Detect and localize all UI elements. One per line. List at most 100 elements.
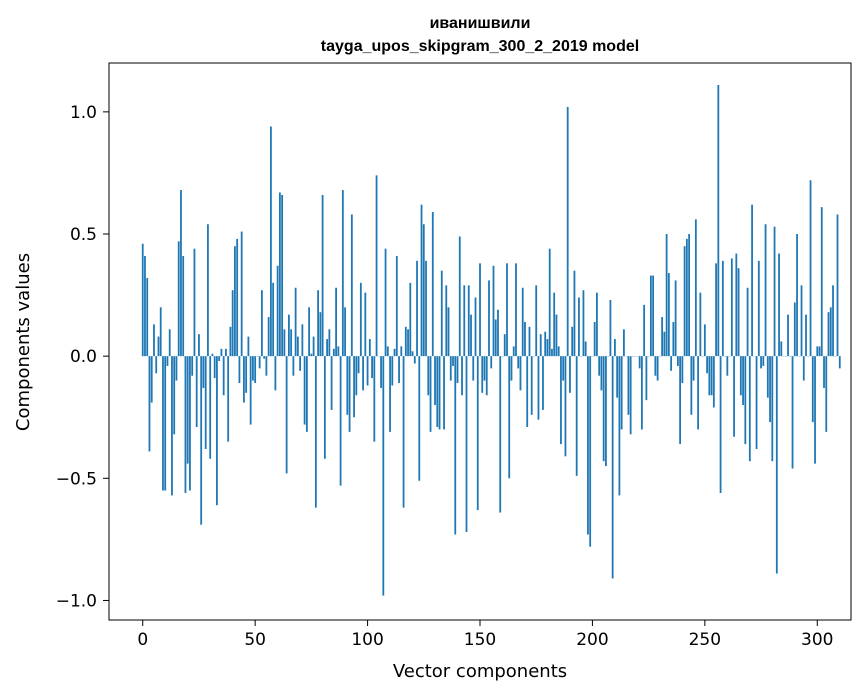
bar-188 [564,356,567,457]
bar-123 [418,356,421,481]
bar-142 [461,356,463,396]
bar-30 [209,356,212,459]
bar-68 [294,287,297,357]
bar-280 [771,356,774,462]
bar-59 [274,356,277,391]
bar-260 [726,356,729,376]
bar-48 [249,356,252,425]
bar-27 [202,356,205,388]
bar-84 [330,356,333,410]
x-axis-ticks: 0 50 100 150 200 250 300 [137,620,833,650]
bar-35 [220,348,223,357]
bar-206 [605,356,607,467]
bar-26 [200,356,203,525]
bar-177 [539,334,542,357]
bar-255 [715,263,717,357]
x-tick-label: 100 [351,630,383,650]
bar-240 [681,356,684,384]
bar-221 [638,356,641,369]
bar-49 [252,356,254,381]
bar-155 [490,356,493,369]
bar-3 [148,356,151,452]
bar-199 [589,356,592,547]
bar-306 [829,307,832,357]
bar-113 [395,255,398,357]
bar-175 [535,285,538,357]
bar-122 [416,260,418,357]
bar-72 [303,356,306,425]
bar-297 [809,180,812,357]
bar-110 [389,356,391,432]
y-tick-label: −0.5 [56,469,97,489]
bar-148 [474,297,477,357]
bar-82 [326,339,329,357]
bar-40 [231,290,234,357]
bar-120 [411,351,414,357]
bar-159 [499,356,502,513]
bar-289 [791,356,794,469]
bar-76 [312,336,315,357]
bar-291 [796,234,798,357]
bar-153 [485,356,488,396]
bar-244 [690,356,693,415]
bar-238 [676,356,679,366]
bar-192 [573,270,576,357]
bar-265 [737,268,740,357]
bar-295 [805,314,807,357]
bar-39 [229,326,232,357]
bar-13 [171,356,173,496]
bar-108 [384,248,387,357]
bar-279 [769,356,771,423]
bar-213 [620,356,623,430]
bar-304 [825,356,828,432]
bar-223 [643,304,646,357]
bar-136 [447,307,450,357]
bar-144 [465,356,468,533]
bar-171 [526,356,529,428]
bar-74 [308,307,311,357]
bar-217 [629,356,632,435]
bar-34 [218,356,221,362]
bar-43 [238,356,241,384]
bar-141 [458,236,461,357]
bar-250 [703,324,706,357]
bar-191 [571,326,574,357]
bar-246 [694,219,697,357]
bar-205 [602,356,605,462]
bar-46 [245,356,248,393]
bar-162 [506,263,508,357]
bar-242 [685,238,688,357]
bar-268 [744,356,747,445]
bar-89 [341,190,344,357]
x-tick-label: 150 [464,630,496,650]
bar-258 [721,260,724,357]
bar-277 [764,224,767,357]
bar-57 [269,126,272,357]
bar-156 [492,265,495,357]
bar-168 [519,356,522,391]
bar-183 [553,292,556,357]
bar-93 [350,214,353,357]
bar-97 [359,282,362,357]
bar-8 [159,307,162,357]
bar-44 [240,231,243,357]
bar-31 [211,353,214,357]
bar-64 [285,356,288,474]
bar-65 [287,314,290,357]
bar-12 [168,329,171,357]
chart-subtitle: tayga_upos_skipgram_300_2_2019 model [321,38,639,55]
bar-42 [236,238,239,357]
bar-71 [301,324,304,357]
bar-54 [263,356,266,359]
bar-98 [362,356,364,391]
bar-25 [198,334,200,357]
bar-23 [193,248,196,357]
bar-179 [544,331,547,357]
bar-181 [548,248,551,357]
bar-210 [614,339,616,357]
bar-283 [778,253,780,357]
bar-63 [283,329,286,357]
bar-151 [481,356,484,393]
bar-69 [296,336,299,357]
